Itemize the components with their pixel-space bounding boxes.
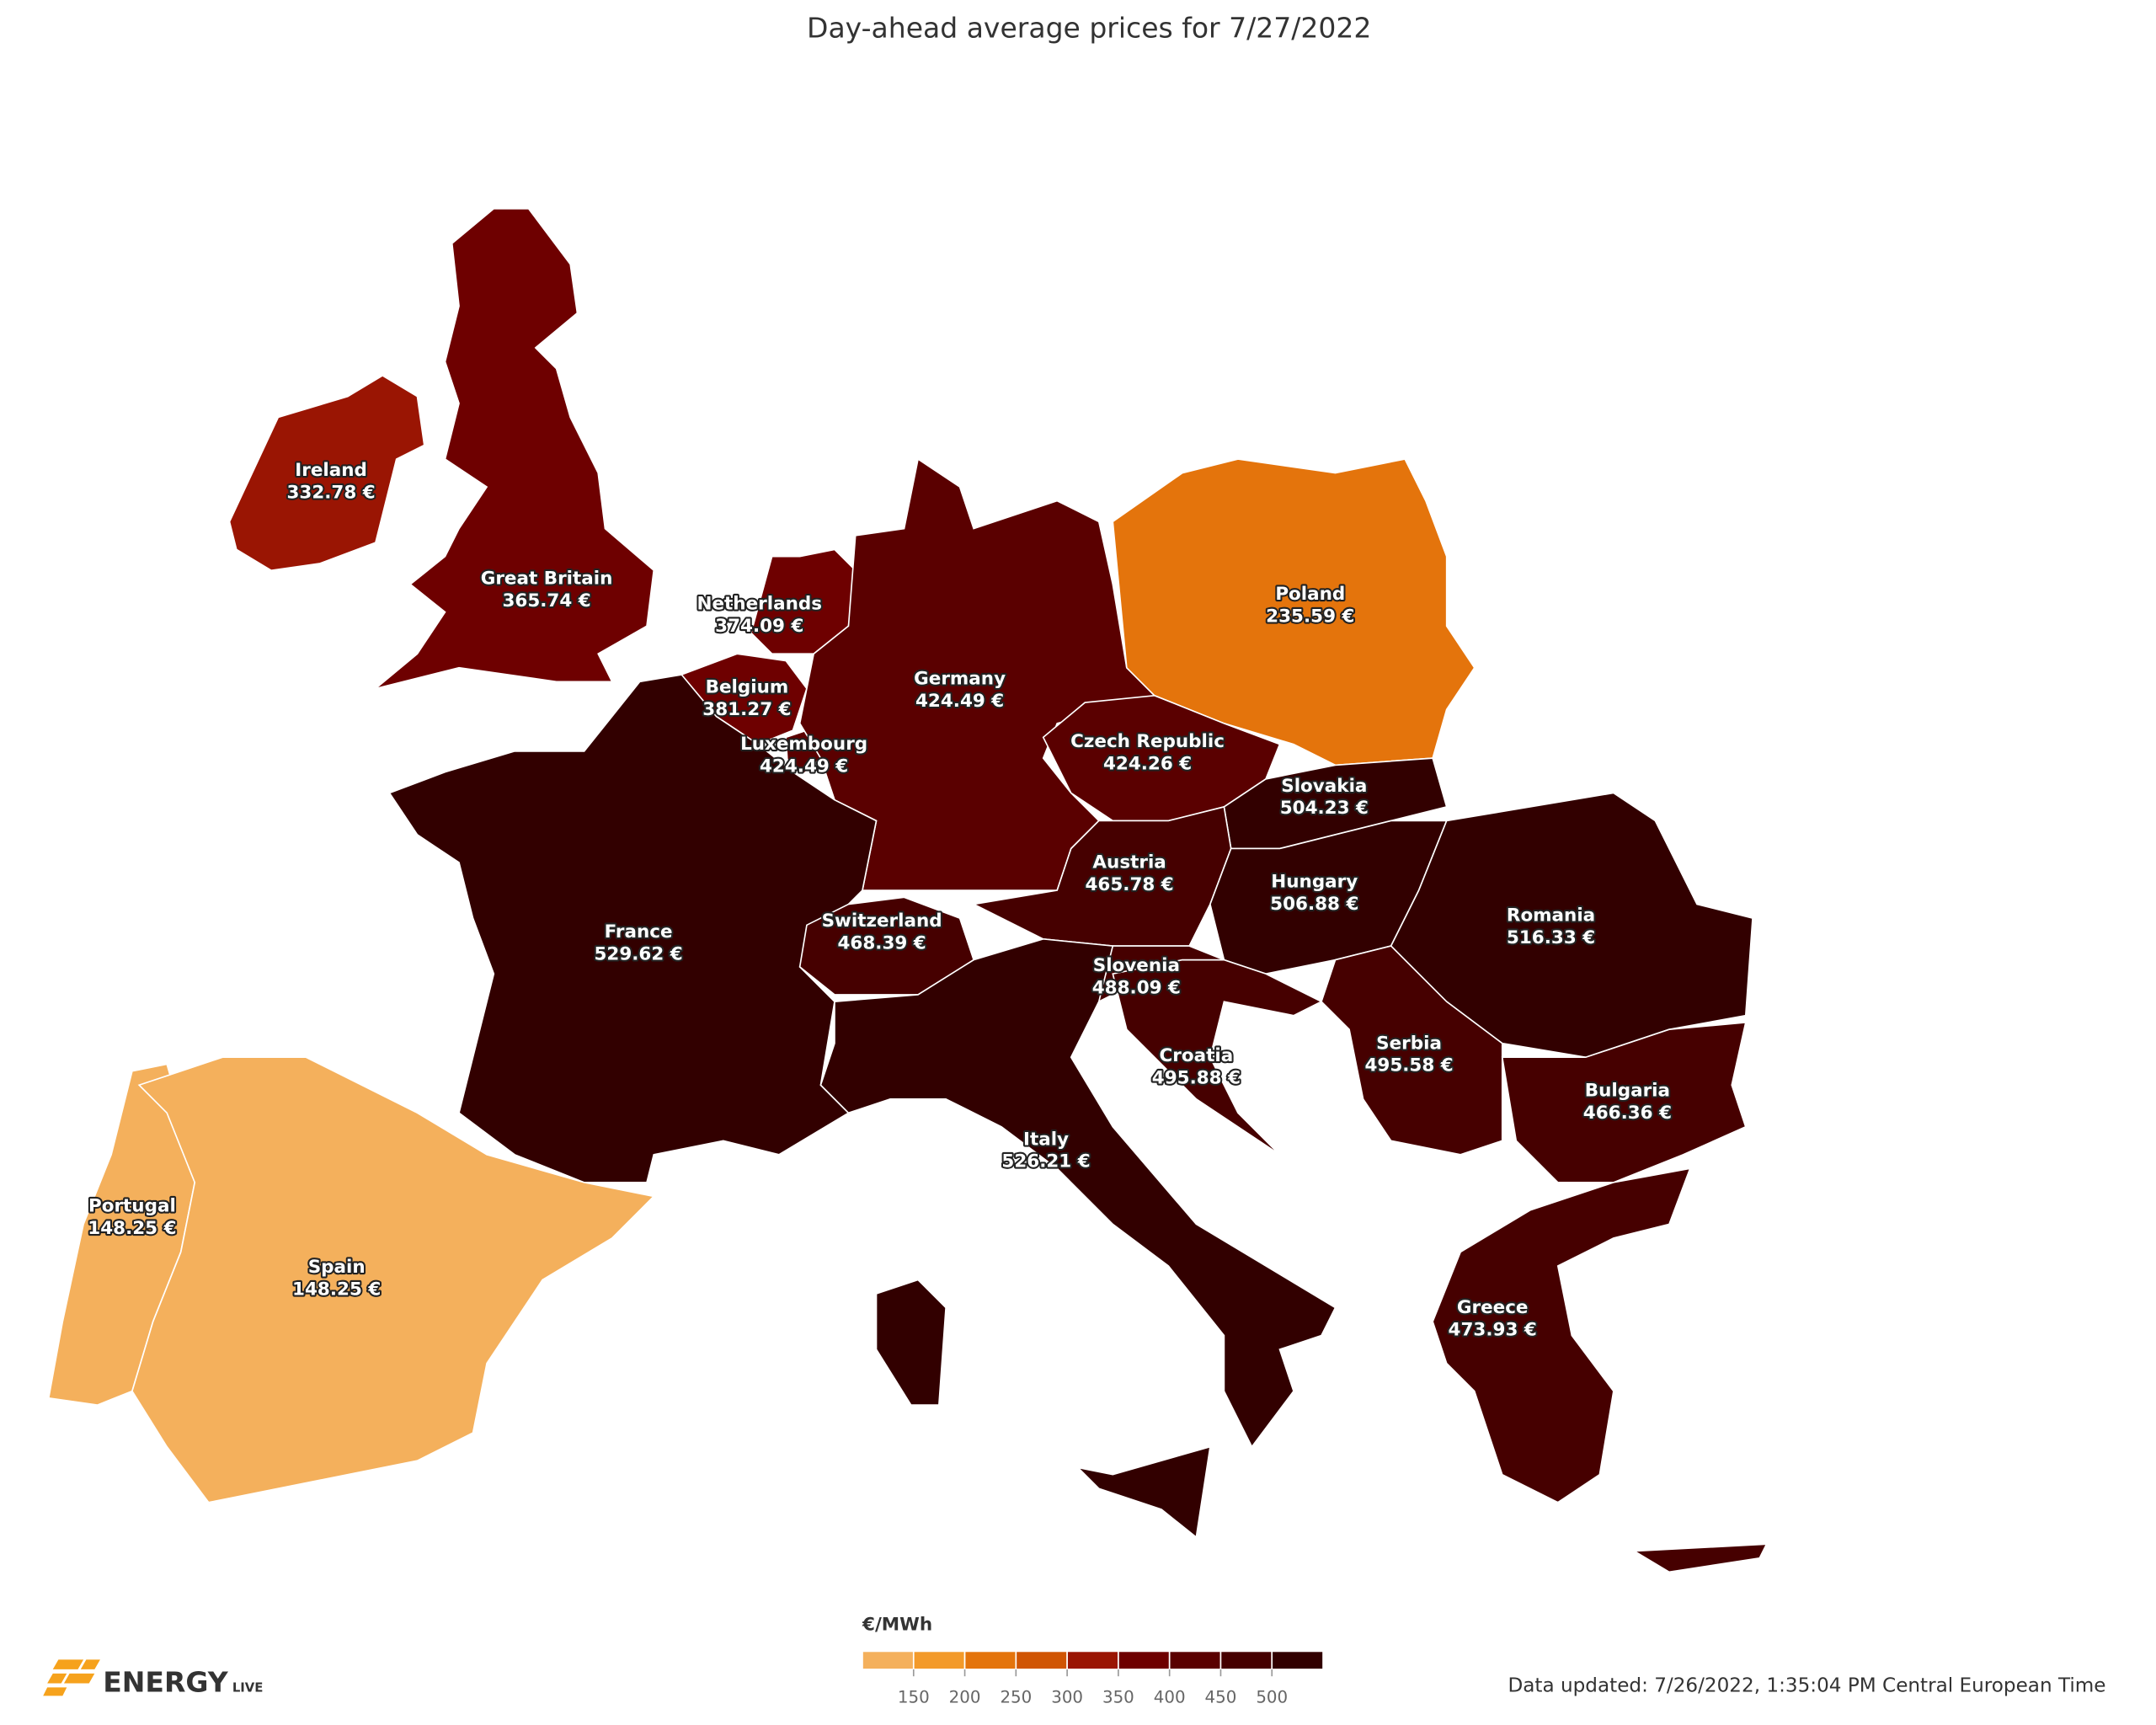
region-name: Great Britain (481, 569, 613, 590)
legend-tick-label: 250 (1000, 1688, 1032, 1707)
region-value: 529.62 € (594, 944, 682, 965)
legend: 150 200 250 300 350 400 450 500 (862, 1650, 1324, 1707)
legend-tick-label: 500 (1256, 1688, 1288, 1707)
region-value: 516.33 € (1507, 927, 1595, 948)
legend-title: €/MWh (862, 1615, 932, 1636)
region-name: France (605, 921, 673, 943)
region-value: 465.78 € (1085, 874, 1173, 895)
region (819, 938, 1337, 1449)
logo-brand: ENERGY (103, 1665, 229, 1698)
region (798, 457, 1156, 891)
legend-tick-label: 450 (1205, 1688, 1237, 1707)
region-value: 424.49 € (915, 691, 1004, 712)
region-name: Croatia (1160, 1045, 1234, 1066)
region (131, 1056, 655, 1503)
region-name: Czech Republic (1070, 731, 1225, 752)
region-value: 473.93 € (1449, 1320, 1537, 1341)
region-name: Greece (1457, 1297, 1529, 1318)
region-name: Germany (914, 669, 1006, 690)
region-value: 424.26 € (1103, 753, 1192, 774)
region-name: Belgium (706, 677, 789, 698)
legend-tick-label: 400 (1154, 1688, 1186, 1707)
region-value: 332.78 € (286, 482, 375, 503)
region-value: 468.39 € (837, 932, 926, 953)
region-value: 495.88 € (1152, 1068, 1241, 1089)
region-name: Hungary (1271, 872, 1358, 893)
region-name: Spain (308, 1257, 366, 1278)
legend-swatch (912, 1650, 966, 1670)
region-value: 495.58 € (1364, 1055, 1453, 1076)
region-name: Netherlands (697, 593, 823, 614)
region-name: Bulgaria (1585, 1080, 1670, 1101)
region-name: Portugal (88, 1196, 176, 1217)
logo-suffix: LIVE (232, 1680, 264, 1695)
region (875, 1279, 947, 1406)
region (228, 374, 425, 572)
region (375, 207, 655, 690)
legend-swatch (1219, 1650, 1273, 1670)
region (1631, 1543, 1768, 1573)
region-value: 466.36 € (1583, 1103, 1672, 1124)
legend-swatch (1066, 1650, 1119, 1670)
region-name: Austria (1092, 852, 1166, 873)
region-name: Slovakia (1281, 776, 1367, 797)
region-value: 235.59 € (1266, 606, 1354, 627)
footer: Data updated: 7/26/2022, 1:35:04 PM Cent… (1508, 1674, 2105, 1696)
region-value: 374.09 € (715, 616, 803, 637)
legend-tick-label: 300 (1051, 1688, 1083, 1707)
region (1321, 945, 1503, 1156)
region-name: Slovenia (1093, 955, 1180, 976)
legend-tick-label: 150 (898, 1688, 930, 1707)
region-name: Switzerland (822, 911, 942, 932)
region-name: Ireland (295, 460, 367, 481)
region-value: 365.74 € (502, 590, 590, 611)
region-name: Italy (1023, 1129, 1069, 1150)
legend-swatch (1118, 1650, 1171, 1670)
region-name: Luxembourg (740, 734, 867, 755)
legend-swatch (862, 1650, 915, 1670)
legend-swatch (1271, 1650, 1324, 1670)
region-value: 504.23 € (1280, 798, 1369, 819)
regions (47, 207, 1768, 1573)
legend-tick-label: 200 (949, 1688, 981, 1707)
region-value: 424.49 € (760, 756, 848, 777)
region-value: 488.09 € (1092, 977, 1181, 998)
region-name: Romania (1507, 905, 1595, 926)
region-name: Serbia (1376, 1033, 1442, 1054)
region-name: Poland (1275, 584, 1345, 605)
legend-swatch (1168, 1650, 1222, 1670)
region-value: 148.25 € (88, 1218, 176, 1239)
logo-icon (43, 1659, 100, 1696)
region (388, 674, 878, 1183)
region-value: 506.88 € (1270, 894, 1358, 915)
region (1501, 1022, 1747, 1183)
title: Day-ahead average prices for 7/27/2022 (807, 12, 1371, 45)
region (1112, 959, 1323, 1156)
region (1075, 1445, 1211, 1539)
region-value: 148.25 € (292, 1279, 381, 1300)
legend-tick-label: 350 (1102, 1688, 1134, 1707)
logo: ENERGY LIVE (43, 1659, 263, 1698)
region (1432, 1167, 1691, 1503)
region-value: 381.27 € (702, 699, 791, 720)
legend-swatch (963, 1650, 1017, 1670)
legend-swatch (1015, 1650, 1068, 1670)
region-value: 526.21 € (1001, 1151, 1090, 1172)
